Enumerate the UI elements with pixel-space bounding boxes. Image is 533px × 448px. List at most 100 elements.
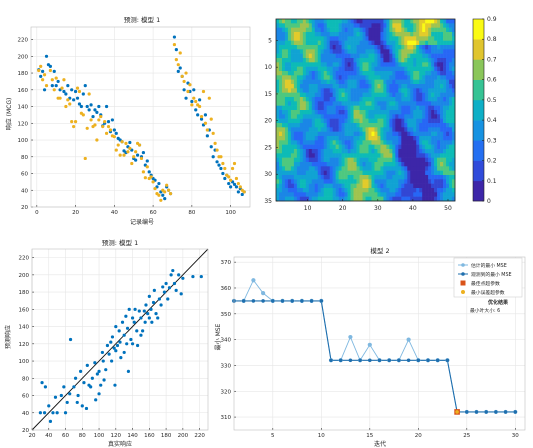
heatmap-cell — [329, 79, 333, 85]
heatmap-cell — [302, 36, 307, 41]
heatmap-cell — [452, 118, 456, 124]
record-scatter-point-orange — [87, 92, 91, 96]
heatmap-cell — [323, 192, 328, 197]
heatmap-cell — [377, 170, 381, 176]
heatmap-cell — [416, 88, 420, 93]
heatmap-cell — [395, 19, 399, 24]
heatmap-cell — [425, 75, 429, 80]
heatmap-cell — [320, 140, 325, 145]
heatmap-cell — [347, 196, 351, 202]
heatmap-x-tick-label: 30 — [374, 205, 382, 212]
heatmap-cell — [278, 127, 283, 132]
heatmap-cell — [344, 40, 348, 46]
heatmap-cell — [446, 88, 450, 93]
mse-legend-marker — [461, 290, 465, 294]
heatmap-cell — [395, 49, 399, 54]
record-scatter-point-blue — [50, 84, 54, 88]
heatmap-cell — [293, 97, 298, 102]
heatmap-cell — [338, 144, 342, 150]
heatmap-cell — [395, 75, 399, 80]
heatmap-cell — [446, 183, 450, 189]
heatmap-cell — [428, 27, 432, 33]
heatmap-cell — [347, 71, 351, 76]
heatmap-cell — [305, 40, 310, 46]
heatmap-cell — [305, 118, 310, 124]
heatmap-cell — [341, 75, 345, 80]
heatmap-cell — [446, 62, 450, 67]
record-scatter-point-blue — [104, 104, 109, 109]
heatmap-cell — [284, 114, 289, 119]
heatmap-cell — [452, 127, 456, 132]
heatmap-cell — [395, 97, 399, 102]
heatmap-cell — [284, 188, 289, 193]
heatmap-cell — [317, 88, 322, 93]
heatmap-cell — [281, 144, 286, 150]
heatmap-cell — [299, 140, 304, 145]
heatmap-cell — [422, 140, 426, 145]
heatmap-cell — [386, 179, 390, 184]
heatmap-cell — [422, 71, 426, 76]
heatmap-cell — [341, 36, 345, 41]
heatmap-cell — [431, 144, 435, 150]
heatmap-cell — [338, 105, 342, 111]
mse-border — [233, 256, 526, 431]
heatmap-cell — [440, 92, 444, 98]
true-vs-predicted-point — [126, 369, 130, 373]
heatmap-cell — [446, 123, 450, 128]
heatmap-cell — [431, 79, 435, 85]
heatmap-cell — [299, 179, 304, 184]
true-vs-predicted-point — [156, 316, 160, 320]
heatmap-cell — [371, 49, 375, 54]
heatmap-cell — [425, 92, 429, 98]
heatmap-cell — [377, 114, 381, 119]
heatmap-cell — [380, 19, 384, 24]
heatmap-cell — [431, 175, 435, 180]
true-vs-predicted-point — [73, 376, 78, 380]
heatmap-cell — [431, 75, 435, 80]
heatmap-cell — [296, 136, 301, 141]
record-scatter-point-orange — [141, 170, 146, 174]
heatmap-cell — [392, 144, 396, 150]
heatmap-cell — [284, 175, 289, 180]
heatmap-cell — [302, 45, 307, 50]
heatmap-cell — [320, 118, 325, 124]
heatmap-cell — [335, 118, 339, 124]
heatmap-cell — [371, 110, 375, 115]
heatmap-cell — [326, 19, 330, 24]
heatmap-cell — [368, 92, 372, 98]
heatmap-cell — [410, 58, 414, 63]
heatmap-cell — [293, 118, 298, 124]
heatmap-cell — [419, 92, 423, 98]
heatmap-cell — [449, 166, 453, 171]
heatmap-cell — [431, 105, 435, 111]
heatmap-cell — [284, 32, 289, 37]
heatmap-cell — [296, 123, 301, 128]
heatmap-cell — [407, 123, 411, 128]
heatmap-cell — [281, 19, 286, 24]
heatmap-cell — [404, 45, 408, 50]
heatmap-cell — [296, 75, 301, 80]
heatmap-cell — [443, 84, 447, 89]
heatmap-cell — [422, 45, 426, 50]
heatmap-cell — [401, 179, 405, 184]
mse-legend-marker — [461, 272, 465, 276]
heatmap-cell — [413, 149, 417, 154]
record-scatter-point-orange — [198, 104, 202, 109]
heatmap-cell — [341, 88, 345, 93]
heatmap-cell — [425, 19, 429, 24]
true-vs-predicted-point — [146, 312, 150, 316]
heatmap-cell — [290, 97, 295, 102]
true-vs-predicted-point — [177, 273, 181, 277]
heatmap-cell — [299, 62, 304, 67]
heatmap-cell — [383, 53, 387, 59]
heatmap-cell — [428, 32, 432, 37]
true-vs-predicted-point — [191, 274, 195, 279]
true-vs-predicted-x-tick-label: 220 — [194, 433, 205, 439]
heatmap-cell — [440, 140, 444, 145]
heatmap-cell — [383, 101, 387, 106]
heatmap-cell — [407, 140, 411, 145]
heatmap-cell — [332, 131, 336, 137]
heatmap-cell — [326, 136, 330, 141]
heatmap-cell — [326, 32, 330, 37]
heatmap-cell — [341, 101, 345, 106]
